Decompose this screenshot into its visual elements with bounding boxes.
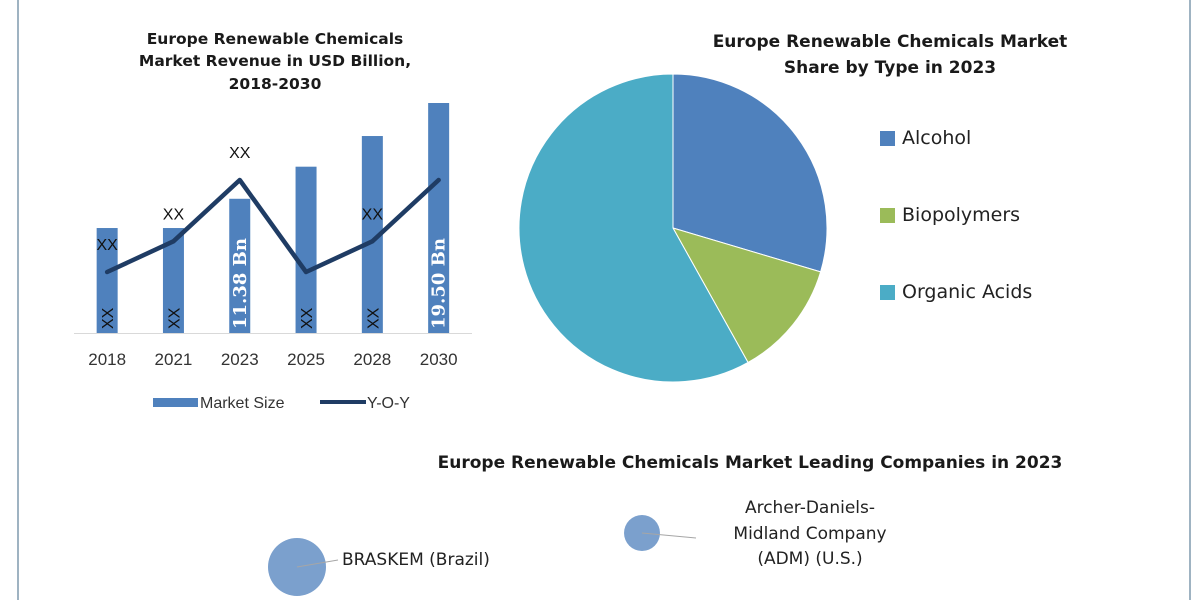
pie-chart-title: Europe Renewable Chemicals Market Share … [660, 29, 1120, 82]
legend-label: Organic Acids [902, 281, 1033, 303]
bar-2018 [96, 228, 118, 333]
frame-left-border [17, 0, 19, 600]
legend-swatch-market-size [153, 398, 198, 407]
bar-2021 [162, 228, 184, 333]
bar-data-label: XX [166, 307, 183, 329]
company-leader-line [641, 532, 697, 539]
pie-legend: Alcohol Biopolymers Organic Acids [880, 125, 1032, 356]
companies-bubble-chart [268, 515, 697, 596]
legend-label: Biopolymers [902, 204, 1021, 226]
pie-slice-biopolymers [671, 227, 822, 364]
bar-chart-title-line: 2018-2030 [228, 74, 322, 93]
bar-2030 [428, 103, 450, 333]
bar-2023 [229, 198, 251, 333]
bar-chart: 2018 XX 2021 XX 2023 11.38 Bn 2025 XX 2028 XX 2030… [74, 103, 472, 412]
yoy-data-label: XX [163, 206, 185, 223]
pie-legend-item-biopolymers: Biopolymers [880, 202, 1032, 228]
pie-legend-item-alcohol: Alcohol [880, 125, 1032, 151]
bar-2025 [295, 166, 317, 333]
x-tick-label: 2018 [88, 350, 126, 369]
pie-chart-title-line: Europe Renewable Chemicals Market [712, 32, 1068, 52]
legend-swatch-organic-acids [880, 284, 895, 300]
yoy-line [104, 177, 441, 275]
yoy-data-label: XX [362, 206, 384, 223]
company-leader-line [296, 559, 339, 568]
frame-right-border [1189, 0, 1191, 600]
x-tick-label: 2030 [420, 350, 458, 369]
pie-slice-alcohol [672, 73, 828, 273]
company-label-line: Midland Company [733, 523, 887, 544]
company-label-line: (ADM) (U.S.) [757, 549, 863, 569]
companies-chart-title: Europe Renewable Chemicals Market Leadin… [437, 453, 1063, 473]
bar-chart-title: Europe Renewable Chemicals Market Revenu… [110, 28, 440, 95]
legend-label: Alcohol [902, 127, 972, 149]
pie-slice-organic-acids [518, 73, 749, 383]
pie-chart [518, 73, 828, 383]
company-label-adm: Archer-Daniels- Midland Company (ADM) (U… [700, 496, 920, 573]
legend-swatch-alcohol [880, 130, 895, 146]
bar-2028 [361, 136, 383, 333]
company-label-line: BRASKEM (Brazil) [342, 550, 490, 570]
bar-data-label: XX [365, 307, 382, 329]
company-label-braskem: BRASKEM (Brazil) [342, 548, 490, 574]
bar-chart-title-line: Market Revenue in USD Billion, [138, 52, 412, 71]
pie-legend-item-organic-acids: Organic Acids [880, 279, 1032, 305]
bar-data-label: 19.50 Bn [429, 238, 450, 329]
yoy-data-label: XX [229, 145, 251, 162]
yoy-data-label: XX [96, 237, 118, 254]
legend-label-market-size: Market Size [200, 395, 285, 412]
pie-chart-title-line: Share by Type in 2023 [783, 58, 997, 79]
bar-data-label: XX [299, 307, 316, 329]
x-tick-label: 2025 [287, 350, 325, 369]
x-tick-label: 2021 [155, 350, 193, 369]
bar-data-label: 11.38 Bn [230, 238, 251, 329]
bar-chart-title-line: Europe Renewable Chemicals [146, 30, 404, 48]
legend-swatch-biopolymers [880, 207, 895, 223]
x-tick-label: 2023 [221, 350, 259, 369]
legend-label-yoy: Y-O-Y [367, 395, 410, 412]
company-label-line: Archer-Daniels- [744, 498, 876, 518]
x-tick-label: 2028 [353, 350, 391, 369]
bar-data-label: XX [100, 307, 117, 329]
